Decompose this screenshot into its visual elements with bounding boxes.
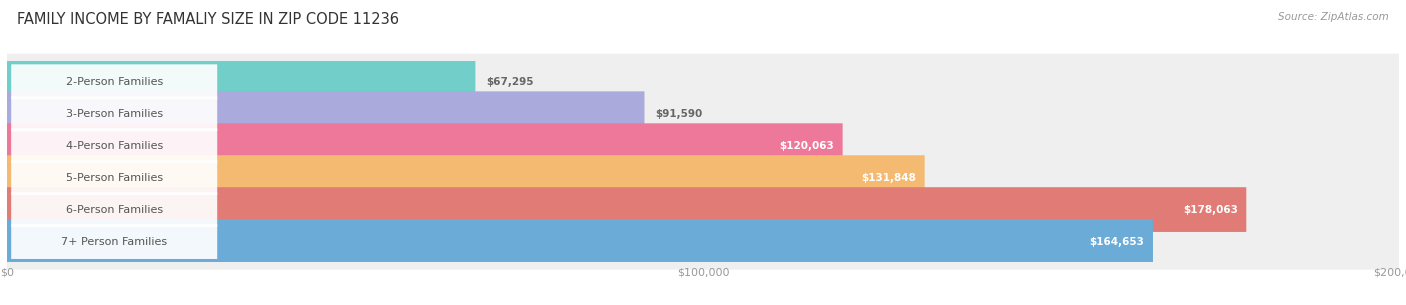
FancyBboxPatch shape — [7, 181, 1399, 238]
FancyBboxPatch shape — [7, 149, 1399, 206]
FancyBboxPatch shape — [7, 219, 1153, 264]
Text: 3-Person Families: 3-Person Families — [66, 109, 163, 119]
Text: $164,653: $164,653 — [1090, 237, 1144, 246]
FancyBboxPatch shape — [7, 155, 925, 200]
FancyBboxPatch shape — [11, 64, 217, 99]
Text: $67,295: $67,295 — [486, 77, 534, 87]
FancyBboxPatch shape — [7, 59, 475, 104]
Text: FAMILY INCOME BY FAMALIY SIZE IN ZIP CODE 11236: FAMILY INCOME BY FAMALIY SIZE IN ZIP COD… — [17, 12, 399, 27]
FancyBboxPatch shape — [11, 128, 217, 163]
FancyBboxPatch shape — [7, 54, 1399, 110]
FancyBboxPatch shape — [11, 192, 217, 227]
Text: 5-Person Families: 5-Person Families — [66, 173, 163, 183]
FancyBboxPatch shape — [7, 214, 1399, 270]
Text: $131,848: $131,848 — [862, 173, 917, 183]
FancyBboxPatch shape — [11, 96, 217, 131]
Text: 2-Person Families: 2-Person Families — [66, 77, 163, 87]
Text: 4-Person Families: 4-Person Families — [66, 141, 163, 151]
FancyBboxPatch shape — [11, 160, 217, 195]
FancyBboxPatch shape — [7, 86, 1399, 142]
Text: $178,063: $178,063 — [1182, 205, 1237, 215]
Text: $120,063: $120,063 — [779, 141, 834, 151]
FancyBboxPatch shape — [11, 224, 217, 259]
FancyBboxPatch shape — [7, 117, 1399, 174]
FancyBboxPatch shape — [7, 187, 1246, 232]
FancyBboxPatch shape — [7, 92, 644, 136]
Text: 6-Person Families: 6-Person Families — [66, 205, 163, 215]
Text: 7+ Person Families: 7+ Person Families — [60, 237, 167, 246]
Text: Source: ZipAtlas.com: Source: ZipAtlas.com — [1278, 12, 1389, 22]
Text: $91,590: $91,590 — [655, 109, 703, 119]
FancyBboxPatch shape — [7, 123, 842, 168]
